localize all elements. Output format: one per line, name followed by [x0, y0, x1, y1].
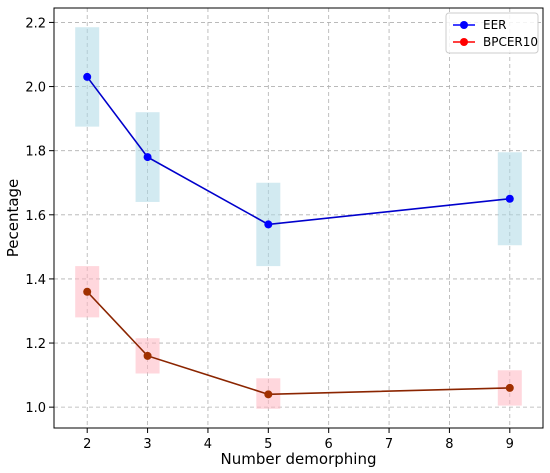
data-point — [505, 383, 514, 392]
x-tick-label: 4 — [204, 437, 212, 452]
y-tick-label: 2.0 — [25, 81, 46, 96]
y-tick-label: 2.2 — [25, 16, 46, 31]
data-point — [264, 390, 273, 399]
x-tick-label: 2 — [83, 437, 91, 452]
y-axis-label: Pecentage — [4, 179, 22, 258]
series-lines — [86, 76, 510, 396]
legend-label: EER — [483, 18, 507, 32]
series-points — [83, 72, 514, 399]
data-point — [505, 194, 514, 203]
x-axis-ticks: 2 3 4 5 6 7 8 9 — [83, 428, 514, 452]
y-tick-label: 1.4 — [25, 273, 46, 288]
y-tick-label: 1.6 — [25, 209, 46, 224]
y-tick-label: 1.8 — [25, 145, 46, 160]
series-line — [86, 291, 510, 396]
y-tick-label: 1.0 — [25, 401, 46, 416]
y-axis-ticks: 1.0 1.2 1.4 1.6 1.8 2.0 2.2 — [25, 16, 54, 416]
data-point — [83, 287, 92, 296]
error-bands — [75, 27, 522, 409]
x-tick-label: 9 — [506, 437, 514, 452]
legend: EER BPCER10 — [445, 12, 539, 54]
x-tick-label: 8 — [445, 437, 453, 452]
legend-marker — [460, 21, 468, 29]
data-point — [143, 153, 152, 162]
x-tick-label: 7 — [385, 437, 393, 452]
x-tick-label: 3 — [143, 437, 151, 452]
y-tick-label: 1.2 — [25, 337, 46, 352]
x-tick-label: 5 — [264, 437, 272, 452]
data-point — [264, 220, 273, 229]
plot-frame — [53, 7, 544, 429]
x-axis-label: Number demorphing — [221, 450, 377, 468]
x-tick-label: 6 — [325, 437, 333, 452]
legend-box — [445, 12, 539, 54]
series-line — [86, 76, 510, 226]
legend-marker — [460, 38, 468, 46]
data-point — [83, 72, 92, 81]
legend-label: BPCER10 — [483, 35, 538, 49]
data-point — [143, 351, 152, 360]
